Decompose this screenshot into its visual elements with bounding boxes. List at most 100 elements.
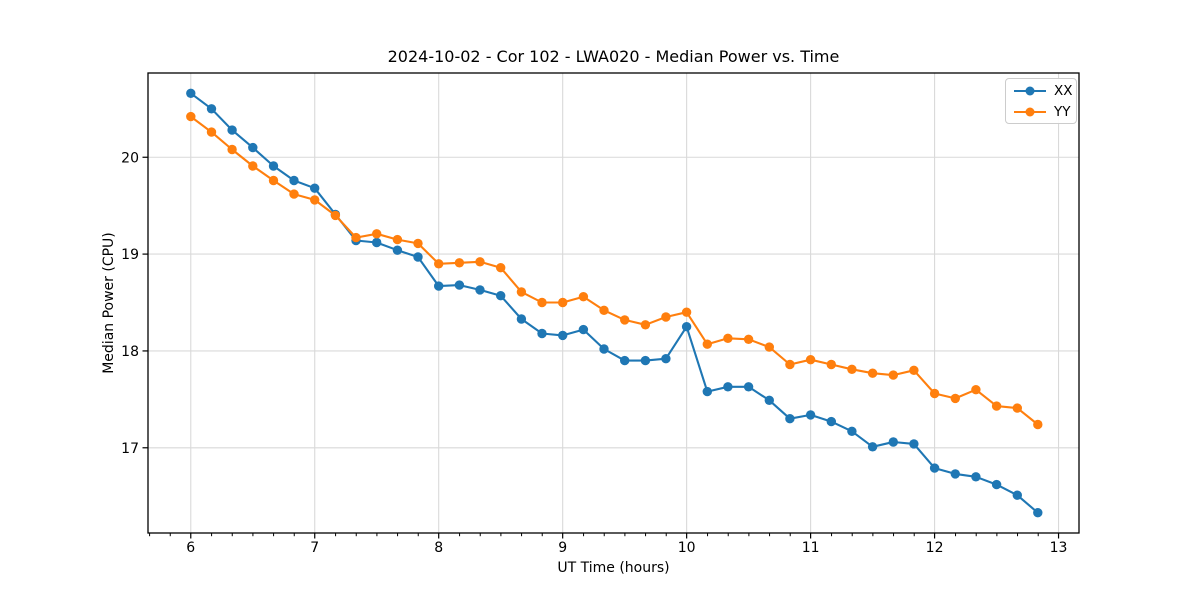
- series-YY-marker: [1033, 419, 1043, 430]
- series-XX-marker: [310, 183, 320, 193]
- legend-entry-XX: XX: [1006, 82, 1076, 100]
- series-XX-marker: [929, 463, 940, 473]
- series-XX-marker: [909, 439, 919, 449]
- legend-swatch-YY: [1014, 107, 1046, 116]
- series-YY-marker: [867, 368, 878, 378]
- series-XX-marker: [599, 344, 609, 354]
- series-YY-marker: [1012, 403, 1022, 413]
- series-XX-marker: [764, 395, 774, 405]
- series-XX-marker: [723, 382, 733, 392]
- series-XX-marker: [971, 472, 981, 482]
- series-YY: [186, 111, 1043, 430]
- series-XX-marker: [372, 237, 382, 248]
- series-YY-marker: [454, 258, 465, 268]
- x-tick-label: 7: [310, 540, 319, 556]
- x-tick-label: 12: [926, 540, 944, 556]
- series-YY-marker: [950, 393, 960, 404]
- series-XX-marker: [1033, 508, 1043, 518]
- legend: XX YY: [1005, 78, 1077, 124]
- chart-title: 2024-10-02 - Cor 102 - LWA020 - Median P…: [387, 47, 840, 66]
- series-YY-marker: [330, 210, 341, 221]
- series-XX-marker: [805, 410, 816, 420]
- series-YY-marker: [971, 385, 981, 395]
- plot-border: [147, 72, 1080, 534]
- series-XX-marker: [743, 382, 754, 392]
- x-axis-ticks: 6 7 8 9 10 11 12 13: [186, 533, 1067, 556]
- series-XX-marker: [413, 252, 423, 262]
- series-XX-marker: [454, 280, 465, 290]
- series-XX-marker: [681, 322, 692, 332]
- x-tick-label: 10: [678, 540, 696, 556]
- x-tick-label: 6: [186, 540, 195, 556]
- legend-entry-YY: YY: [1006, 103, 1076, 121]
- series-YY-marker: [392, 234, 403, 245]
- y-tick-label: 17: [121, 441, 139, 457]
- series-XX: [186, 88, 1043, 518]
- y-tick-label: 20: [121, 150, 139, 166]
- series-YY-marker: [186, 111, 196, 122]
- series-XX-marker: [392, 245, 403, 255]
- y-axis-ticks: 17 18 19 20: [121, 150, 148, 457]
- series-XX-marker: [888, 437, 898, 447]
- series-XX-marker: [289, 175, 299, 186]
- series-YY-marker: [991, 401, 1002, 411]
- series-YY-marker: [764, 342, 774, 352]
- series-YY-marker: [475, 257, 485, 267]
- series-YY-marker: [909, 365, 919, 375]
- series-YY-marker: [847, 364, 857, 374]
- series-XX-marker: [496, 291, 506, 301]
- series-XX-marker: [206, 104, 217, 114]
- series-YY-marker: [496, 263, 506, 273]
- x-axis-label: UT Time (hours): [557, 560, 670, 576]
- series-YY-marker: [805, 355, 816, 365]
- series-XX-marker: [1012, 490, 1022, 500]
- series-YY-marker: [268, 175, 279, 186]
- legend-label-YY: YY: [1054, 103, 1071, 120]
- series-YY-marker: [289, 189, 299, 199]
- series-YY-marker: [785, 359, 795, 370]
- series-YY-marker: [537, 297, 547, 308]
- series-XX-marker: [248, 142, 258, 153]
- series-YY-marker: [516, 287, 527, 297]
- y-axis-label: Median Power (CPU): [101, 232, 117, 374]
- series-YY-marker: [372, 229, 382, 239]
- series-YY-marker: [206, 127, 217, 137]
- series-XX-marker: [475, 285, 485, 295]
- x-axis-minor-ticks: [149, 533, 1039, 537]
- series-YY-marker: [743, 334, 754, 344]
- series-XX-marker: [620, 355, 630, 366]
- gridlines: [148, 73, 1079, 533]
- series-XX-marker: [516, 314, 527, 324]
- series-XX-line: [189, 92, 1039, 514]
- series-XX-marker: [867, 442, 878, 452]
- series-XX-marker: [702, 386, 712, 397]
- legend-label-XX: XX: [1054, 82, 1073, 99]
- series-XX-marker: [268, 161, 279, 171]
- x-tick-label: 8: [434, 540, 443, 556]
- series-YY-marker: [929, 388, 940, 399]
- series-YY-marker: [558, 297, 568, 308]
- x-tick-label: 11: [802, 540, 820, 556]
- series-YY-marker: [310, 195, 320, 205]
- series-YY-marker: [434, 259, 444, 269]
- series-XX-marker: [950, 469, 960, 479]
- series-YY-marker: [578, 292, 589, 302]
- series-YY-marker: [702, 339, 712, 349]
- series-XX-marker: [578, 324, 589, 335]
- series-YY-marker: [227, 144, 237, 155]
- y-tick-label: 19: [121, 247, 139, 263]
- series-YY-marker: [413, 238, 423, 249]
- series-YY-marker: [248, 161, 258, 171]
- series-YY-marker: [888, 370, 898, 380]
- series-XX-marker: [991, 479, 1002, 490]
- series-YY-line: [189, 115, 1039, 426]
- x-tick-label: 13: [1050, 540, 1068, 556]
- series-YY-marker: [599, 305, 609, 315]
- series-XX-marker: [537, 328, 547, 339]
- series-YY-marker: [661, 312, 671, 322]
- series-XX-marker: [558, 330, 568, 341]
- series-YY-marker: [681, 307, 692, 317]
- series-XX-marker: [661, 354, 671, 364]
